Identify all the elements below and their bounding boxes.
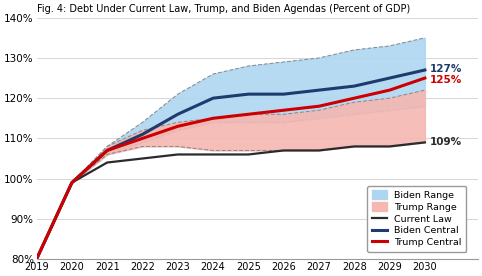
Text: Fig. 4: Debt Under Current Law, Trump, and Biden Agendas (Percent of GDP): Fig. 4: Debt Under Current Law, Trump, a… — [37, 4, 410, 14]
Text: 125%: 125% — [430, 75, 462, 85]
Legend: Biden Range, Trump Range, Current Law, Biden Central, Trump Central: Biden Range, Trump Range, Current Law, B… — [367, 186, 467, 252]
Text: 127%: 127% — [430, 64, 463, 74]
Text: 109%: 109% — [430, 137, 462, 147]
